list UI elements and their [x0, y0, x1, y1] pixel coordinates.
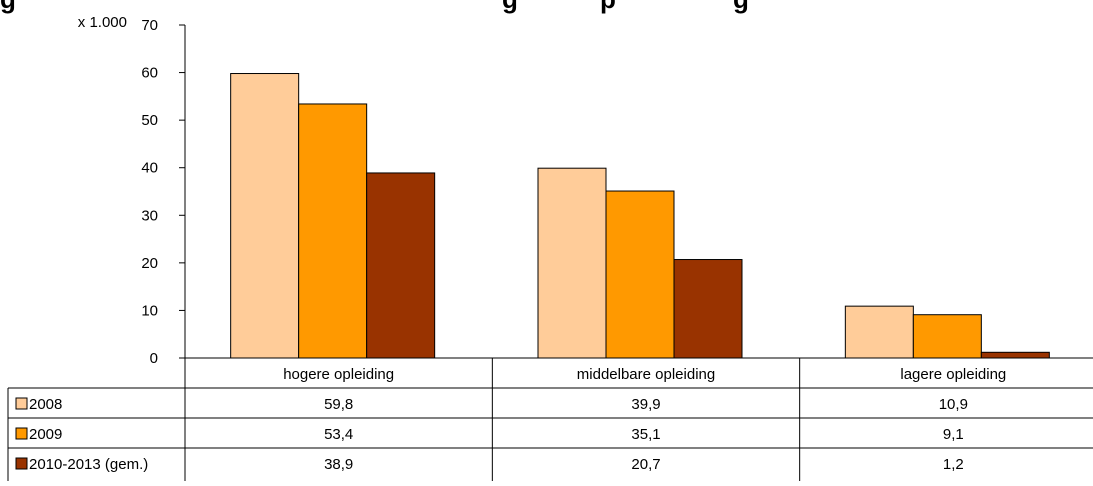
y-tick-label: 10 — [141, 302, 158, 319]
y-tick-label: 40 — [141, 160, 158, 177]
y-tick-label: 30 — [141, 207, 158, 224]
series-name: 2008 — [29, 396, 62, 413]
category-label: middelbare opleiding — [577, 366, 715, 383]
y-axis-ticks: 0 10 20 30 40 50 60 70 — [141, 17, 185, 367]
chart-title-fragments: g g p g — [0, 0, 749, 14]
data-value-label: 9,1 — [943, 426, 964, 443]
bar — [230, 73, 300, 359]
category-label: lagere opleiding — [900, 366, 1006, 383]
legend-swatch — [15, 397, 28, 410]
data-value-label: 38,9 — [324, 456, 353, 473]
bar — [980, 351, 1050, 359]
series-name: 2009 — [29, 426, 62, 443]
unit-label: x 1.000 — [78, 14, 127, 31]
data-value-label: 53,4 — [324, 426, 353, 443]
title-fragment-right: p — [600, 0, 616, 14]
data-value-label: 1,2 — [943, 456, 964, 473]
legend-swatch — [15, 427, 28, 440]
bar — [605, 190, 675, 359]
data-value-label: 39,9 — [631, 396, 660, 413]
legend-swatch — [15, 457, 28, 470]
bar — [298, 103, 368, 359]
title-fragment-left: g — [0, 0, 16, 14]
bars — [230, 73, 1050, 359]
bar — [912, 314, 982, 359]
y-tick-label: 0 — [150, 350, 158, 367]
y-tick-label: 60 — [141, 65, 158, 82]
bar — [366, 172, 436, 359]
data-value-label: 20,7 — [631, 456, 660, 473]
bar — [673, 259, 743, 359]
y-tick-label: 20 — [141, 255, 158, 272]
title-fragment-mid: g — [502, 0, 518, 14]
y-tick-label: 70 — [141, 17, 158, 34]
title-fragment-end: g — [733, 0, 749, 14]
series-name: 2010-2013 (gem.) — [29, 456, 148, 473]
data-value-label: 35,1 — [631, 426, 660, 443]
bar — [844, 305, 914, 359]
data-value-label: 59,8 — [324, 396, 353, 413]
data-value-label: 10,9 — [939, 396, 968, 413]
bar — [537, 167, 607, 359]
y-tick-label: 50 — [141, 112, 158, 129]
category-label: hogere opleiding — [283, 366, 394, 383]
data-table: hogere opleiding middelbare opleiding lage… — [7, 357, 1093, 481]
